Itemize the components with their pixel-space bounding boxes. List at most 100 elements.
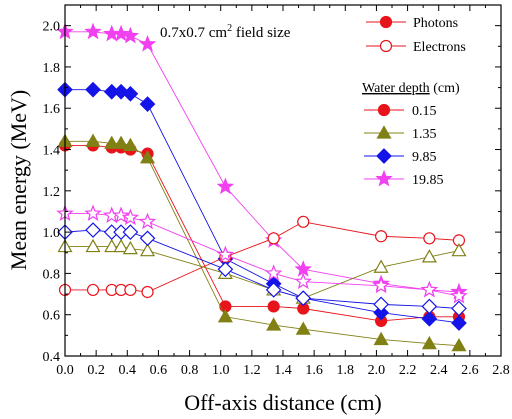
y-tick-label: 0.4	[43, 350, 61, 365]
data-point	[294, 260, 312, 277]
legend-depth-title: Water depth (cm)	[362, 81, 460, 96]
legend-marker	[376, 148, 392, 164]
legend-label: Electrons	[413, 40, 466, 55]
data-point	[112, 206, 130, 224]
x-tick-label: 0.6	[150, 363, 168, 378]
legend-depth-1-35: 1.35	[364, 125, 437, 142]
x-tick-label: 2.4	[430, 363, 448, 378]
x-tick-label: 0.0	[56, 363, 74, 378]
data-point	[122, 137, 138, 151]
series-electrons-19-85	[56, 204, 468, 304]
data-point	[451, 315, 467, 331]
series-line	[65, 213, 460, 297]
legend-depth-9-85: 9.85	[364, 148, 437, 165]
legend-label: Photons	[413, 16, 458, 31]
x-tick-label: 0.8	[181, 363, 199, 378]
series-photons-19-85	[56, 22, 468, 300]
annotation-superscript: 2	[227, 23, 232, 34]
data-point	[85, 81, 101, 98]
data-point	[85, 238, 101, 253]
data-point	[451, 242, 467, 257]
data-point	[104, 135, 120, 149]
legend-marker	[375, 169, 393, 187]
y-tick-label: 1.4	[43, 144, 61, 159]
y-tick-label: 2.0	[43, 20, 61, 35]
data-point	[295, 290, 312, 307]
field-size-annotation: 0.7x0.7 cm2 field size	[160, 23, 291, 41]
data-point	[122, 85, 139, 102]
x-axis-label: Off-axis distance (cm)	[184, 390, 382, 415]
x-tick-label: 2.6	[461, 363, 479, 378]
data-point	[121, 26, 140, 44]
x-tick-label: 2.8	[492, 363, 510, 378]
x-tick-label: 1.4	[274, 363, 292, 378]
data-point	[140, 242, 156, 257]
data-point	[122, 240, 138, 255]
data-point	[264, 264, 283, 281]
data-point	[140, 150, 156, 164]
x-tick-label: 1.0	[212, 363, 230, 378]
data-point	[113, 135, 129, 149]
x-axis: 0.0 0.2 0.4 0.6 0.8 1.0 1.2 1.4 1.6 1.8 2.0 2.2 2.4 2…	[56, 5, 510, 378]
legend-marker	[377, 103, 391, 117]
legend-label: 1.35	[412, 127, 437, 142]
x-tick-label: 0.2	[87, 363, 105, 378]
legend-type: Photons Electrons	[366, 15, 466, 55]
data-point	[84, 22, 102, 40]
legend-marker	[379, 15, 393, 29]
x-tick-label: 0.4	[119, 363, 137, 378]
data-point	[217, 261, 234, 278]
data-point	[216, 177, 235, 195]
x-tick-label: 2.2	[399, 363, 417, 378]
data-point	[138, 35, 157, 52]
legend-depth-19-85: 19.85	[364, 169, 444, 188]
y-tick-label: 1.6	[43, 102, 61, 117]
legend-depth: Water depth (cm) 0.15 1.35 9.85 19.85	[362, 81, 460, 188]
data-point	[375, 230, 388, 243]
data-point	[295, 321, 311, 335]
data-point	[421, 298, 438, 315]
data-point	[85, 222, 101, 238]
data-point	[139, 96, 156, 112]
legend-label: 0.15	[412, 104, 437, 119]
legend-depth-title-main: Water depth	[362, 81, 430, 96]
data-point	[113, 238, 129, 253]
data-point	[267, 232, 280, 245]
data-point	[421, 310, 438, 327]
data-point	[141, 285, 154, 299]
data-point	[122, 224, 139, 240]
y-axis-label: Mean energy (MeV)	[6, 90, 31, 270]
data-point	[121, 208, 140, 226]
data-point	[373, 304, 389, 321]
series-electrons-9-85	[57, 222, 467, 317]
legend-type-photons: Photons	[366, 15, 458, 31]
x-tick-label: 1.6	[305, 363, 323, 378]
legend-depth-title-unit: (cm)	[430, 81, 460, 96]
annotation-suffix: field size	[232, 25, 291, 41]
y-tick-label: 0.8	[43, 267, 61, 282]
data-point	[124, 283, 137, 297]
data-point	[297, 215, 310, 228]
data-point	[421, 249, 437, 263]
data-point	[423, 232, 436, 245]
data-point	[294, 272, 312, 290]
legend-label: 19.85	[412, 173, 444, 188]
legend-marker	[376, 125, 392, 139]
y-tick-label: 1.8	[43, 61, 61, 76]
data-point	[420, 280, 439, 298]
legend-type-electrons: Electrons	[366, 39, 466, 55]
data-point	[372, 276, 390, 294]
data-point	[450, 286, 468, 304]
annotation-text: 0.7x0.7 cm	[160, 25, 227, 41]
data-point	[85, 133, 101, 147]
data-point	[266, 317, 282, 331]
x-tick-label: 1.2	[243, 363, 261, 378]
data-point	[104, 238, 120, 253]
data-point	[451, 300, 467, 317]
data-point	[373, 331, 389, 346]
data-point	[217, 309, 233, 323]
series-photons-1-35	[57, 133, 467, 352]
legend-depth-0-15: 0.15	[364, 103, 437, 119]
series-electrons-0-15	[58, 215, 466, 299]
data-point	[451, 337, 467, 352]
